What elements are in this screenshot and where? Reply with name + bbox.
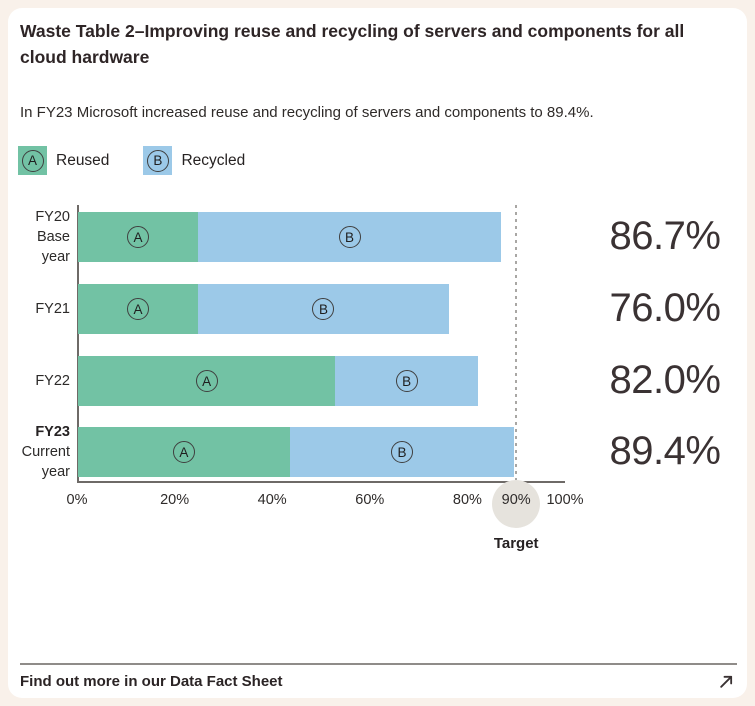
page-title: Waste Table 2–Improving reuse and recycl…: [20, 21, 685, 67]
legend-item-recycled: B Recycled: [143, 146, 245, 175]
legend-swatch-a: A: [18, 146, 47, 175]
chart-subtitle: In FY23 Microsoft increased reuse and re…: [20, 104, 594, 121]
legend-label: Reused: [56, 151, 110, 169]
footer-link-label: Find out more in our Data Fact Sheet: [20, 672, 283, 690]
arrow-up-right-icon[interactable]: [717, 671, 737, 691]
legend-label: Recycled: [181, 151, 246, 169]
data-fact-sheet-link[interactable]: Find out more in our Data Fact Sheet: [20, 671, 737, 691]
legend-item-reused: A Reused: [18, 146, 109, 175]
footer-divider: [20, 663, 737, 665]
legend-badge-a: A: [21, 149, 44, 172]
card-background: [8, 8, 747, 698]
legend-badge-b: B: [146, 149, 169, 172]
legend: A Reused B Recycled: [18, 146, 245, 175]
legend-swatch-b: B: [143, 146, 173, 175]
